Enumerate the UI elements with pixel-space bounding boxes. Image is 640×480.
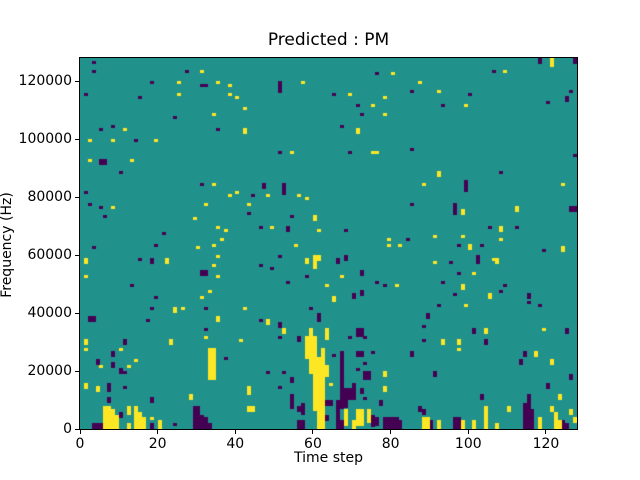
y-tick-mark	[75, 370, 79, 372]
y-tick-label: 60000	[27, 247, 72, 264]
y-tick-label: 20000	[27, 363, 72, 380]
x-tick-mark	[234, 430, 236, 434]
y-tick-mark	[75, 138, 79, 140]
x-tick-label: 60	[304, 436, 322, 452]
x-tick-label: 0	[75, 436, 85, 452]
y-tick-label: 0	[63, 421, 72, 437]
y-tick-mark	[75, 254, 79, 256]
y-tick-label: 100000	[18, 131, 72, 148]
y-tick-mark	[75, 196, 79, 198]
y-tick-mark	[75, 312, 79, 314]
heatmap-image	[80, 58, 577, 429]
x-tick-label: 120	[532, 436, 560, 452]
plot-area	[79, 57, 578, 430]
x-tick-mark	[545, 430, 547, 434]
x-tick-label: 40	[226, 436, 245, 452]
y-tick-mark	[75, 80, 79, 82]
x-tick-label: 20	[148, 436, 167, 452]
x-tick-mark	[157, 430, 159, 434]
x-tick-mark	[467, 430, 469, 434]
chart-title: Predicted : PM	[267, 30, 390, 50]
y-tick-label: 80000	[27, 189, 72, 206]
y-tick-mark	[75, 428, 79, 430]
x-tick-mark	[390, 430, 392, 434]
x-tick-label: 80	[381, 436, 400, 452]
x-tick-label: 100	[454, 436, 482, 452]
x-tick-mark	[312, 430, 314, 434]
x-tick-mark	[79, 430, 81, 434]
y-tick-label: 40000	[27, 305, 72, 322]
x-axis-label: Time step	[294, 450, 363, 466]
y-axis-label: Frequency (Hz)	[0, 192, 15, 298]
y-tick-label: 120000	[18, 73, 72, 90]
